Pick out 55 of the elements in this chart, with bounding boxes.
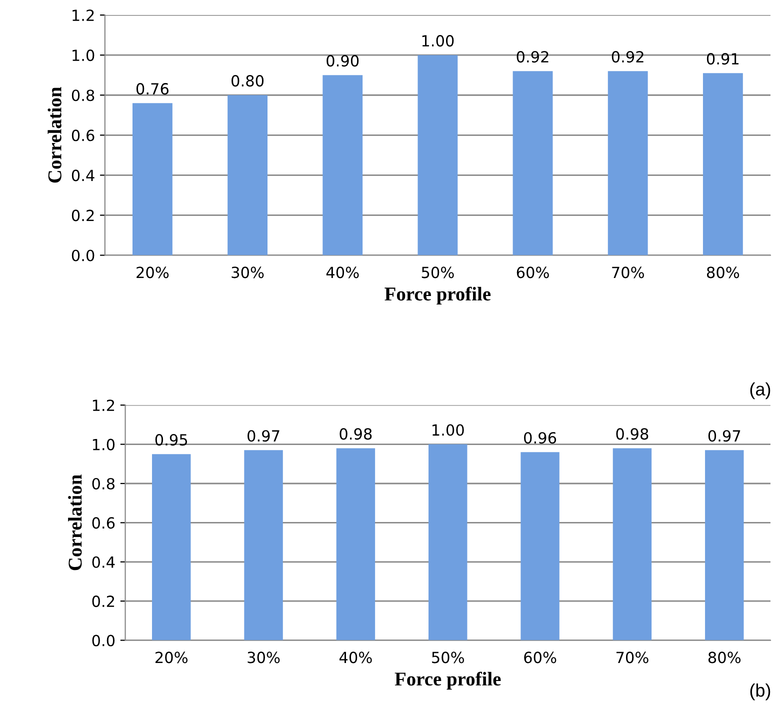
y-tick-label: 0.4 [72,170,94,182]
bar [608,71,648,256]
y-tick-label: 0.2 [92,596,114,608]
y-tick-label: 0.0 [92,634,115,646]
bar [512,71,553,256]
y-tick-label: 0.4 [92,556,115,568]
y-tick-label: 0.6 [72,130,94,142]
x-tick-label: 70% [612,266,644,278]
bar [702,73,743,256]
data-label: 0.92 [612,51,644,63]
x-tick-label: 20% [136,266,169,278]
x-tick-label: 80% [706,266,740,278]
x-tick-label: 60% [516,266,549,278]
bar [418,55,458,256]
bar [132,103,172,256]
data-label: 0.76 [136,83,169,95]
text: (a) [750,382,770,400]
y-axis-title: Correlation [68,474,82,570]
x-tick-label: 50% [422,266,454,278]
data-label: 0.97 [708,430,740,442]
data-label: 0.98 [616,428,648,440]
y-tick-label: 0.2 [72,210,94,222]
data-label: 0.91 [706,53,739,65]
data-label: 0.97 [248,430,280,442]
data-label: 0.96 [524,432,556,444]
x-tick-label: 30% [232,266,264,278]
data-label: 0.98 [340,428,372,440]
y-tick-label: 1.2 [72,10,94,21]
x-tick-label: 70% [616,652,648,664]
y-tick-label: 0.8 [92,478,115,490]
data-label: 1.00 [432,424,464,436]
x-tick-label: 80% [708,652,741,664]
y-tick-label: 0.6 [92,517,115,529]
y-tick-label: 1.0 [92,438,115,450]
data-label: 0.95 [155,434,188,446]
x-tick-label: 20% [156,652,188,664]
y-tick-label: 1.0 [72,50,94,62]
bar [228,95,268,256]
x-tick-label: 40% [326,266,359,278]
x-axis-title: Force profile [394,672,501,690]
y-tick-label: 1.2 [92,400,114,411]
x-tick-label: 60% [524,652,556,664]
data-label: 0.80 [232,75,264,87]
y-tick-label: 0.8 [72,90,94,102]
x-tick-label: 50% [432,652,464,664]
x-tick-label: 40% [339,652,372,664]
bar [322,75,363,256]
y-tick-label: 0.0 [72,250,94,262]
text: (b) [750,683,770,700]
x-tick-label: 30% [248,652,280,664]
x-axis-title: Force profile [384,286,491,305]
data-label: 0.92 [516,51,548,63]
data-label: 1.00 [422,35,454,47]
y-axis-title: Correlation [48,87,62,183]
data-label: 0.90 [326,55,359,67]
